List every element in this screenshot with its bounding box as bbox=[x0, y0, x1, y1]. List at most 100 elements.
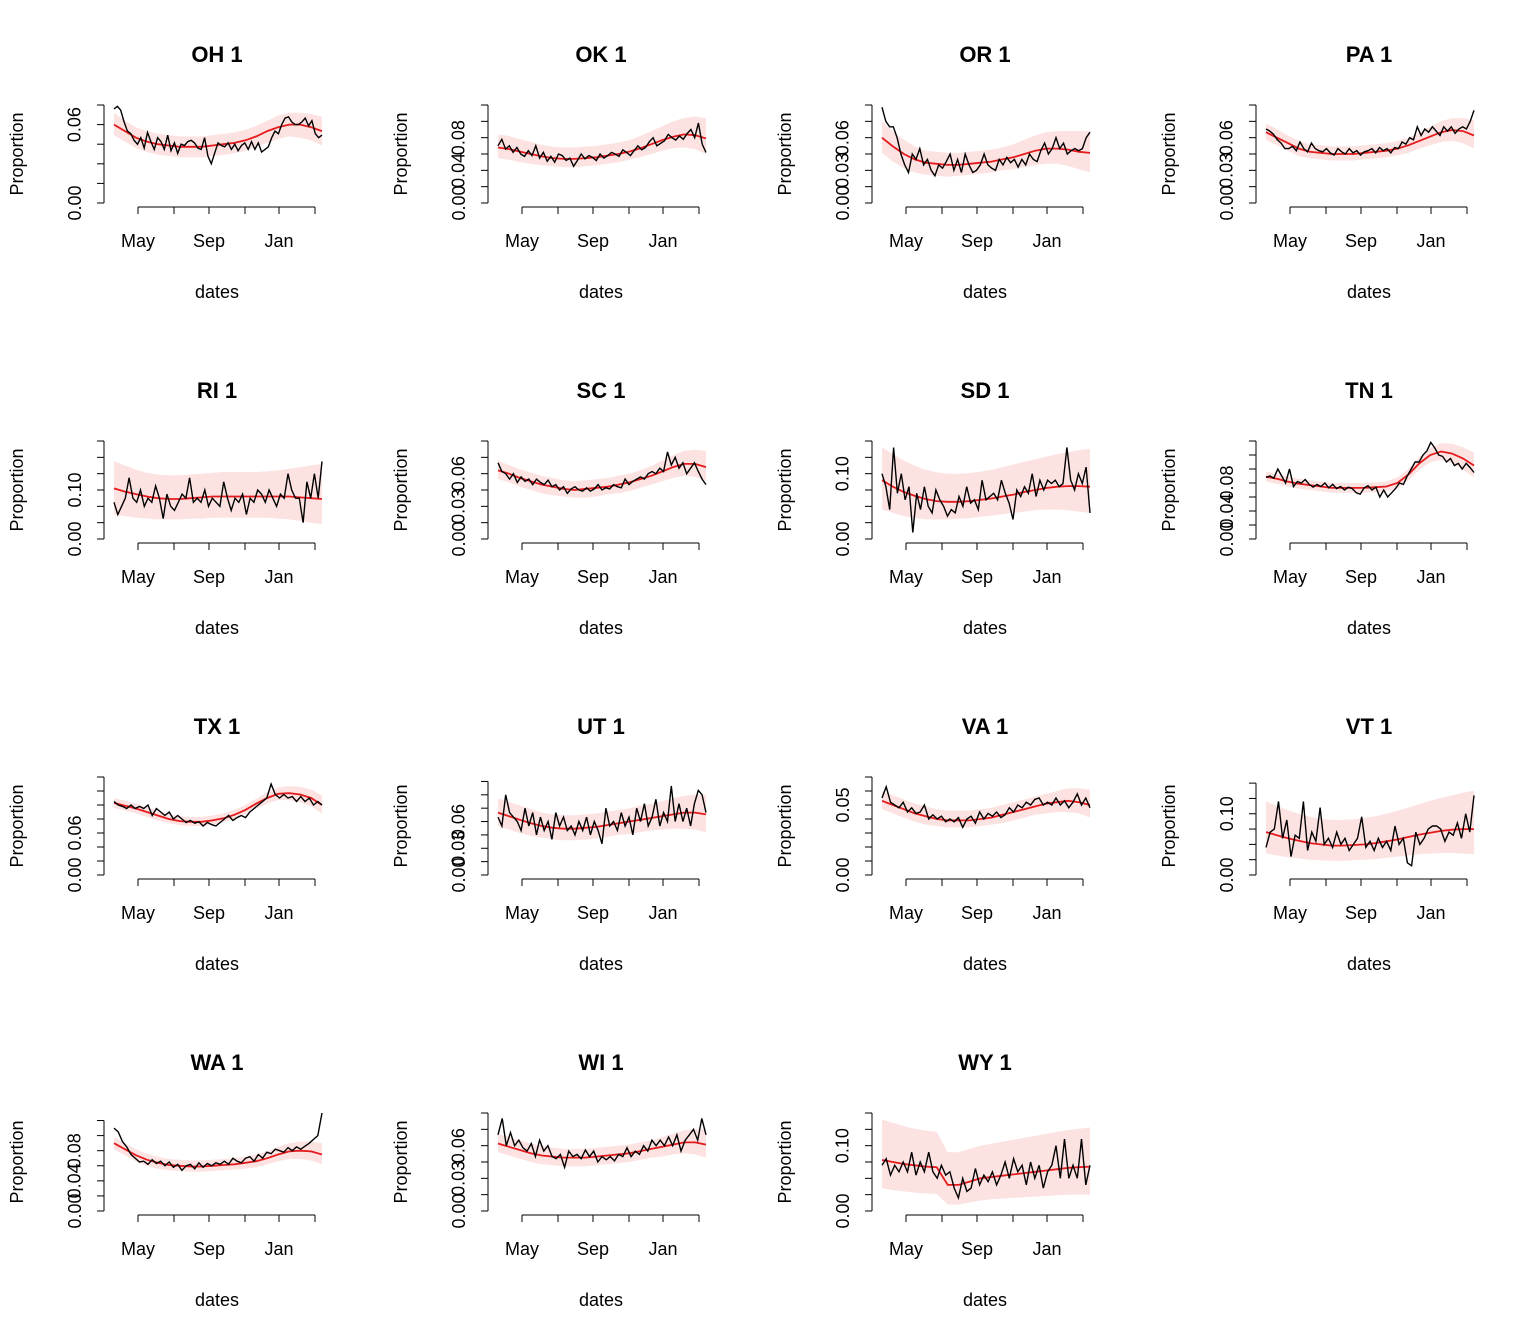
x-tick-label: Jan bbox=[264, 1239, 293, 1259]
observed-line bbox=[113, 105, 323, 166]
y-axis-label: Proportion bbox=[391, 1120, 411, 1203]
panel-title: WI 1 bbox=[578, 1050, 623, 1075]
observed-line bbox=[113, 781, 323, 827]
y-tick-label: 0.03 bbox=[1217, 153, 1237, 188]
fitted-line bbox=[113, 1142, 323, 1168]
panel-title: SD 1 bbox=[961, 378, 1010, 403]
y-tick-label: 0.10 bbox=[833, 456, 853, 491]
x-axis-label: dates bbox=[579, 618, 623, 638]
panel-title: PA 1 bbox=[1346, 42, 1392, 67]
x-axis-label: dates bbox=[963, 1290, 1007, 1310]
panel-title: UT 1 bbox=[577, 714, 625, 739]
x-tick-label: May bbox=[505, 1239, 539, 1259]
x-tick-label: May bbox=[889, 567, 923, 587]
panel-wy-1: WY 1 0.00 0.10 Proportion May Sep Jan dates bbox=[775, 1050, 1091, 1310]
fitted-line bbox=[497, 463, 707, 491]
panel-tx-1: TX 1 0.00 0.06 Proportion May Sep Jan dates bbox=[7, 714, 323, 974]
confidence-band bbox=[882, 447, 1090, 520]
x-tick-label: May bbox=[889, 1239, 923, 1259]
confidence-band bbox=[498, 116, 706, 168]
x-tick-label: Sep bbox=[577, 903, 609, 923]
y-tick-label: 0.10 bbox=[65, 472, 85, 507]
fitted-line bbox=[1265, 129, 1475, 155]
x-axis-label: dates bbox=[195, 282, 239, 302]
confidence-band bbox=[882, 1119, 1090, 1205]
panel-title: OR 1 bbox=[959, 42, 1010, 67]
y-axis-label: Proportion bbox=[775, 112, 795, 195]
panel-title: TX 1 bbox=[194, 714, 240, 739]
x-tick-label: Jan bbox=[1032, 903, 1061, 923]
y-tick-label: 0.06 bbox=[449, 456, 469, 491]
x-tick-label: Sep bbox=[577, 567, 609, 587]
x-axis-label: dates bbox=[963, 954, 1007, 974]
y-tick-label: 0.08 bbox=[65, 1133, 85, 1168]
fitted-line bbox=[113, 792, 323, 823]
y-tick-label: 0.06 bbox=[65, 815, 85, 850]
x-tick-label: May bbox=[505, 567, 539, 587]
x-tick-label: Sep bbox=[577, 1239, 609, 1259]
observed-line bbox=[1265, 441, 1475, 499]
panel-wa-1: WA 1 0.000.040.08 Proportion May Sep Jan dates bbox=[7, 1050, 323, 1310]
x-tick-label: Jan bbox=[264, 567, 293, 587]
panel-va-1: VA 1 0.00 0.05 Proportion May Sep Jan dates bbox=[775, 714, 1091, 974]
x-tick-label: May bbox=[1273, 231, 1307, 251]
y-tick-label: 0.00 bbox=[449, 521, 469, 556]
x-tick-label: Sep bbox=[193, 1239, 225, 1259]
x-tick-label: Jan bbox=[1032, 1239, 1061, 1259]
y-tick-label: 0.03 bbox=[449, 831, 469, 866]
confidence-band bbox=[114, 1137, 322, 1172]
y-tick-label: 0.06 bbox=[449, 804, 469, 839]
x-tick-label: May bbox=[889, 231, 923, 251]
y-axis-label: Proportion bbox=[7, 1120, 27, 1203]
x-axis-label: dates bbox=[195, 1290, 239, 1310]
observed-line bbox=[1265, 795, 1475, 868]
panel-ri-1: RI 1 0.00 0.10 Proportion May Sep Jan dates bbox=[7, 378, 323, 638]
panel-pa-1: PA 1 0.000.030.06 Proportion May Sep Jan dates bbox=[1159, 42, 1475, 302]
panel-title: TN 1 bbox=[1345, 378, 1393, 403]
y-axis-label: Proportion bbox=[391, 112, 411, 195]
y-tick-label: 0.06 bbox=[833, 120, 853, 155]
x-tick-label: Sep bbox=[1345, 903, 1377, 923]
x-tick-label: Jan bbox=[1416, 231, 1445, 251]
confidence-band bbox=[1266, 443, 1474, 493]
observed-line bbox=[881, 784, 1091, 830]
observed-line bbox=[881, 107, 1091, 178]
x-tick-label: Sep bbox=[961, 567, 993, 587]
panel-title: OK 1 bbox=[575, 42, 626, 67]
x-axis-label: dates bbox=[963, 618, 1007, 638]
x-tick-label: May bbox=[121, 567, 155, 587]
x-tick-label: May bbox=[1273, 903, 1307, 923]
y-tick-label: 0.00 bbox=[65, 521, 85, 556]
panel-or-1: OR 1 0.000.030.06 Proportion May Sep Jan dates bbox=[775, 42, 1091, 302]
x-tick-label: Sep bbox=[577, 231, 609, 251]
y-axis-label: Proportion bbox=[7, 448, 27, 531]
x-tick-label: Sep bbox=[961, 1239, 993, 1259]
confidence-band bbox=[1266, 790, 1474, 861]
y-tick-label: 0.00 bbox=[449, 857, 469, 892]
y-tick-label: 0.00 bbox=[449, 185, 469, 220]
observed-line bbox=[881, 1139, 1091, 1201]
confidence-band bbox=[1266, 118, 1474, 161]
x-tick-label: Jan bbox=[648, 903, 677, 923]
y-tick-label: 0.00 bbox=[1217, 521, 1237, 556]
observed-line bbox=[497, 122, 707, 168]
panel-sc-1: SC 1 0.000.030.06 Proportion May Sep Jan dates bbox=[391, 378, 707, 638]
confidence-band bbox=[114, 112, 322, 158]
x-tick-label: Jan bbox=[1416, 567, 1445, 587]
panel-title: WY 1 bbox=[958, 1050, 1011, 1075]
panel-oh-1: OH 1 0.00 0.06 Proportion May Sep Jan dates bbox=[7, 42, 323, 302]
y-tick-label: 0.00 bbox=[833, 1193, 853, 1228]
panel-tn-1: TN 1 0.000.040.08 Proportion May Sep Jan dates bbox=[1159, 378, 1475, 638]
x-axis-label: dates bbox=[1347, 954, 1391, 974]
confidence-band bbox=[114, 461, 322, 525]
confidence-band bbox=[882, 788, 1090, 828]
y-axis-label: Proportion bbox=[1159, 112, 1179, 195]
y-tick-label: 0.05 bbox=[833, 787, 853, 822]
y-axis-label: Proportion bbox=[1159, 784, 1179, 867]
y-tick-label: 0.10 bbox=[833, 1128, 853, 1163]
x-axis-label: dates bbox=[579, 282, 623, 302]
panel-title: SC 1 bbox=[577, 378, 626, 403]
observed-line bbox=[497, 1118, 707, 1170]
observed-line bbox=[1265, 110, 1475, 157]
